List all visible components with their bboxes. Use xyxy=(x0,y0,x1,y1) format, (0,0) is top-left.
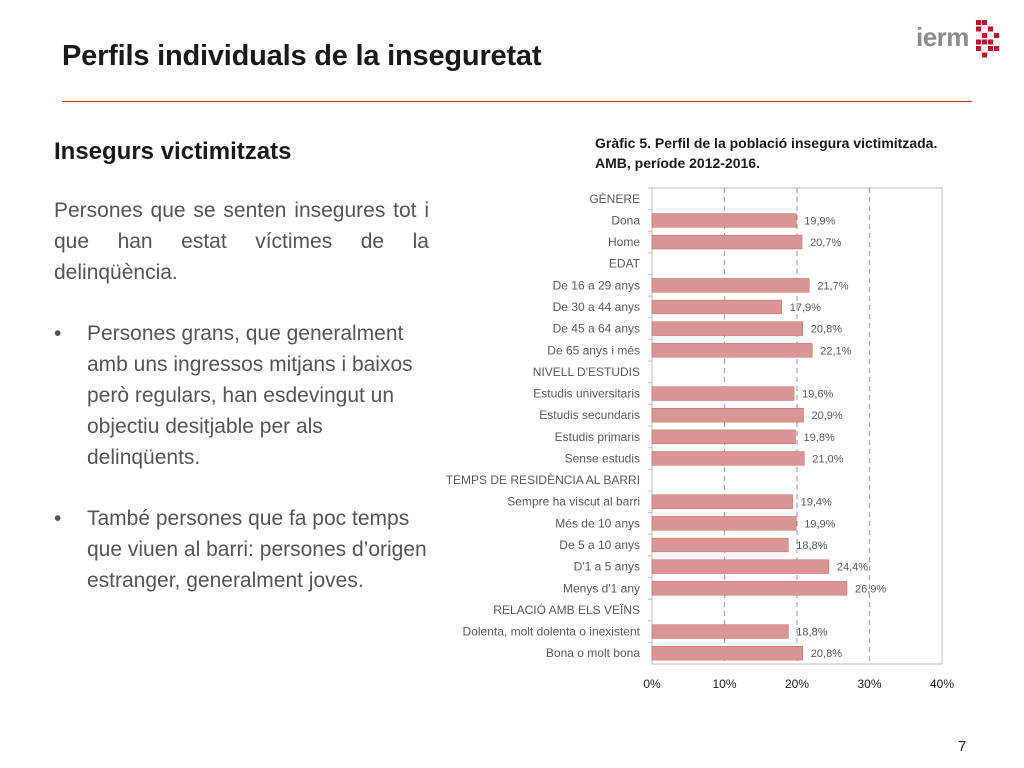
data-label: 20,8% xyxy=(811,648,842,660)
data-label: 19,4% xyxy=(801,497,832,509)
bar xyxy=(651,213,797,228)
bar xyxy=(651,516,797,531)
data-label: 21,7% xyxy=(817,280,848,292)
logo-square xyxy=(982,39,987,45)
data-label: 19,8% xyxy=(804,432,835,444)
bar xyxy=(651,278,810,293)
category-label: De 30 a 44 anys xyxy=(553,300,640,314)
bar-chart: 0% 10% 20% 30% 40% GÈNERE Dona 19,9% Home 20,7% ED… xyxy=(446,187,954,691)
bullet-item: • Persones grans, que generalment amb un… xyxy=(54,318,429,473)
category-label: De 16 a 29 anys xyxy=(553,278,640,292)
bar xyxy=(651,408,804,423)
bar xyxy=(651,343,813,358)
bar xyxy=(651,299,782,315)
data-label: 26,9% xyxy=(855,583,886,595)
logo-square xyxy=(988,26,993,32)
logo-square xyxy=(988,39,993,45)
bar xyxy=(651,646,804,661)
chart-caption: Gràfic 5. Perfil de la població insegura… xyxy=(595,133,985,173)
logo-mark-icon xyxy=(976,20,999,58)
category-label: D'1 a 5 anys xyxy=(574,560,640,574)
logo-square xyxy=(994,33,999,38)
title-divider xyxy=(62,101,972,102)
bar xyxy=(651,494,793,509)
bar xyxy=(651,559,830,574)
x-tick-label: 20% xyxy=(785,677,809,691)
data-label: 22,1% xyxy=(820,345,851,357)
logo-square xyxy=(976,26,981,32)
x-tick-label: 10% xyxy=(712,677,736,691)
page-number: 7 xyxy=(958,738,967,755)
category-label: RELACIÓ AMB ELS VEÏNS xyxy=(493,602,640,617)
data-label: 24,4% xyxy=(837,562,868,574)
bar xyxy=(651,386,795,401)
logo-square xyxy=(994,46,999,51)
data-label: 19,9% xyxy=(804,518,835,530)
logo-square xyxy=(976,46,981,51)
category-label: De 45 a 64 anys xyxy=(553,322,640,336)
data-label: 19,9% xyxy=(804,215,835,227)
x-tick-label: 30% xyxy=(857,677,881,691)
bullet-dot-icon: • xyxy=(54,322,62,345)
category-label: Estudis primaris xyxy=(555,430,640,444)
data-label: 18,8% xyxy=(796,540,827,552)
bullet-item: • També persones que fa poc temps que vi… xyxy=(54,503,429,596)
x-tick-label: 40% xyxy=(930,677,954,691)
category-label: EDAT xyxy=(609,257,641,271)
bullet-list: • Persones grans, que generalment amb un… xyxy=(54,318,429,626)
data-label: 20,9% xyxy=(812,410,843,422)
category-label: GÈNERE xyxy=(589,191,640,206)
category-label: Bona o molt bona xyxy=(546,646,640,660)
category-label: Estudis universitaris xyxy=(533,387,640,401)
data-label: 17,9% xyxy=(790,302,821,314)
data-label: 20,8% xyxy=(811,324,842,336)
logo-square xyxy=(982,20,987,25)
bar xyxy=(651,581,848,596)
category-label: Dona xyxy=(611,213,640,227)
category-label: De 65 anys i més xyxy=(547,343,640,357)
bar xyxy=(651,429,796,444)
category-label: Estudis secundaris xyxy=(539,408,640,422)
category-label: NIVELL D'ESTUDIS xyxy=(533,365,640,379)
data-label: 21,0% xyxy=(812,453,843,465)
x-tick-label: 0% xyxy=(643,677,661,691)
category-label: Sense estudis xyxy=(565,451,640,465)
logo-square xyxy=(976,39,981,45)
chart-caption-line: AMB, període 2012-2016. xyxy=(595,155,760,171)
bullet-text: Persones grans, que generalment amb uns … xyxy=(87,322,413,469)
slide-title: Perfils individuals de la inseguretat xyxy=(62,40,542,72)
logo-text: ierm xyxy=(916,22,969,52)
bar xyxy=(651,234,803,250)
data-label: 20,7% xyxy=(810,237,841,249)
bar xyxy=(651,321,804,336)
category-label: De 5 a 10 anys xyxy=(559,538,640,552)
intro-paragraph: Persones que se senten insegures tot i q… xyxy=(54,199,429,284)
bar xyxy=(651,624,789,639)
category-label: Dolenta, molt dolenta o inexistent xyxy=(463,625,641,639)
category-label: Home xyxy=(608,235,640,249)
data-label: 19,6% xyxy=(802,389,833,401)
iermb-logo: ierm xyxy=(916,18,1000,60)
category-label: Més de 10 anys xyxy=(555,516,640,530)
section-heading: Insegurs victimitzats xyxy=(54,138,292,165)
bullet-dot-icon: • xyxy=(54,507,62,530)
logo-square xyxy=(982,52,987,58)
category-label: TEMPS DE RESIDÈNCIA AL BARRI xyxy=(446,472,640,487)
logo-square xyxy=(988,46,993,51)
category-label: Menys d'1 any xyxy=(563,581,640,595)
category-label: Sempre ha viscut al barri xyxy=(507,495,640,509)
data-label: 18,8% xyxy=(796,627,827,639)
bullet-text: També persones que fa poc temps que viue… xyxy=(87,507,427,592)
logo-square xyxy=(976,20,981,25)
logo-square xyxy=(982,33,987,38)
bar xyxy=(651,537,789,553)
bar xyxy=(651,451,805,466)
chart-caption-line: Gràfic 5. Perfil de la població insegura… xyxy=(595,135,938,151)
